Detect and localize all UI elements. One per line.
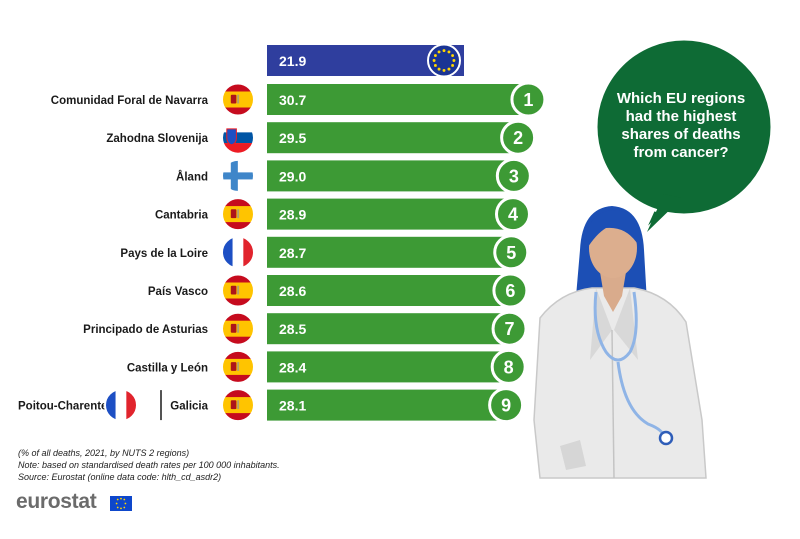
spain-flag-icon: [221, 311, 255, 346]
speech-bubble: [594, 37, 774, 217]
bar: [267, 122, 521, 154]
rank-number: 1: [523, 90, 533, 110]
eurostat-logo: eurostat: [16, 490, 97, 513]
rank-badge: [494, 196, 531, 233]
rank-badge: [492, 272, 529, 309]
bar: [267, 160, 516, 192]
face: [589, 218, 637, 278]
eu-flag-icon: [110, 496, 132, 511]
tie-category-label: Poitou-Charentes: [18, 401, 114, 413]
bubble-tail-fill: [647, 194, 682, 232]
bar-value-label: 28.6: [279, 283, 306, 299]
slovenia-flag-icon: [221, 120, 255, 155]
rank-badge: [488, 387, 525, 424]
rank-badge: [500, 119, 537, 156]
bar-value-label: 28.1: [279, 398, 306, 414]
category-label: Åland: [176, 170, 208, 183]
bar: [267, 351, 511, 383]
bar-value-label: 30.7: [279, 92, 306, 108]
rank-number: 5: [506, 243, 516, 263]
bar-value-label: 28.4: [279, 359, 306, 375]
rank-number: 6: [505, 281, 515, 301]
doctor-illustration: [533, 206, 707, 479]
spain-flag-icon: [221, 349, 255, 384]
bar-value-label: 28.9: [279, 207, 306, 223]
rank-badge: [490, 348, 527, 385]
bar: [267, 236, 514, 268]
bar-value-label: 29.5: [279, 130, 306, 146]
spain-flag-icon: [221, 388, 255, 423]
category-label: Galicia: [170, 401, 208, 413]
rank-badge: [491, 310, 528, 347]
bar: [267, 313, 512, 345]
bar-value-label: 28.5: [279, 321, 306, 337]
bar-value-label: 28.7: [279, 245, 306, 261]
category-label: País Vasco: [148, 286, 208, 298]
coat-pocket: [560, 440, 586, 470]
lapel-right: [614, 288, 638, 360]
spain-flag-icon: [221, 82, 255, 117]
stethoscope-chestpiece: [658, 430, 674, 446]
stethoscope-tube: [593, 291, 638, 362]
category-label: Principado de Asturias: [83, 324, 208, 336]
rank-badge: [495, 157, 532, 194]
method-note: Note: based on standardised death rates …: [18, 460, 280, 470]
footnotes: (% of all deaths, 2021, by NUTS 2 region…: [18, 447, 280, 483]
bubble-question: Which EU regions had the highest shares …: [606, 90, 756, 162]
bar-value-label: 29.0: [279, 168, 306, 184]
france-flag-icon: [221, 235, 255, 270]
category-label: Zahodna Slovenija: [106, 133, 208, 145]
lab-coat: [533, 287, 707, 479]
bubble-line: Which EU regions: [616, 90, 746, 107]
category-label: Pays de la Loire: [120, 248, 208, 260]
rank-badge: [510, 81, 547, 118]
rank-number: 8: [504, 357, 514, 377]
bubble-line: shares of deaths: [621, 126, 741, 143]
bubble-line: had the highest: [625, 108, 737, 125]
category-label: Comunidad Foral de Navarra: [51, 95, 209, 107]
finland-flag-icon: [221, 158, 255, 193]
category-label: Castilla y León: [127, 362, 208, 374]
category-label: Cantabria: [155, 210, 209, 222]
bar: [267, 389, 509, 421]
rank-number: 7: [505, 319, 515, 339]
bubble-line: from cancer?: [633, 144, 729, 161]
rank-number: 4: [508, 205, 518, 225]
source-note: Source: Eurostat (online data code: hlth…: [18, 472, 222, 482]
bar: [267, 275, 513, 306]
rank-number: 2: [513, 128, 523, 148]
rank-number: 3: [509, 166, 519, 186]
france-flag-icon: [104, 388, 138, 423]
spain-flag-icon: [221, 273, 255, 308]
rank-badge: [493, 234, 530, 271]
coat-seam: [611, 329, 615, 479]
spain-flag-icon: [221, 197, 255, 232]
rank-number: 9: [501, 396, 511, 416]
neck: [600, 272, 626, 312]
unit-note: (% of all deaths, 2021, by NUTS 2 region…: [18, 448, 190, 458]
eu-average-value: 21.9: [279, 53, 306, 69]
eu-flag-icon: [427, 43, 461, 78]
bar: [267, 198, 515, 230]
hair-top: [585, 210, 641, 250]
bar: [267, 84, 531, 115]
